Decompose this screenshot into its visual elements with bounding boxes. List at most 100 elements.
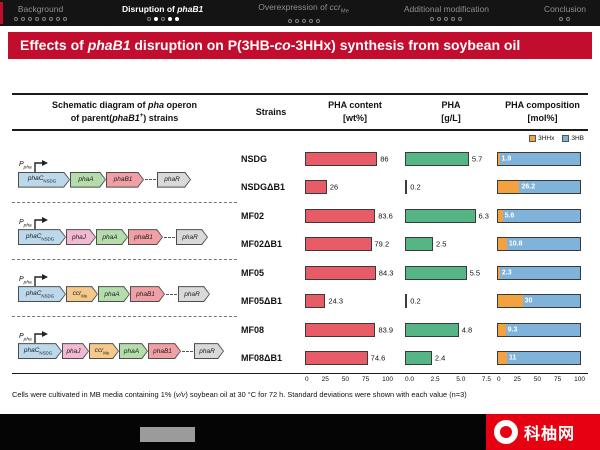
promoter: Ppha: [19, 216, 237, 230]
legend-swatch: [562, 135, 570, 143]
strain-row: MF05ΔB1 24.3 0.2 30: [237, 287, 588, 316]
strain-row: MF02 83.6 6.3 5.6: [237, 202, 588, 231]
progress-dot: [458, 16, 463, 21]
legend-label: 3HB: [571, 135, 584, 143]
hhx-fraction-value: 11: [509, 354, 517, 362]
gene-arrow: phaA: [70, 172, 106, 188]
pha-content-value: 74.6: [370, 353, 386, 363]
progress-dot: [49, 16, 53, 21]
progress-dot: [174, 16, 179, 21]
gene-label: phaB1: [113, 176, 133, 184]
nav-progress-dots: [287, 18, 320, 23]
pha-content-value: 83.6: [378, 211, 393, 221]
pha-content-bar: [305, 208, 376, 223]
pha-content-bar: [305, 294, 326, 309]
promoter-arrow-icon: [33, 330, 49, 344]
gene-label: ccrMe: [72, 289, 88, 299]
table-header: Schematic diagram of pha operon of paren…: [12, 93, 588, 131]
composition-bar: [497, 208, 581, 223]
axis-tick-label: 5.0: [456, 375, 466, 383]
gene-arrow: phaJ: [66, 229, 96, 245]
nav-section-1[interactable]: Disruption of phaB1: [122, 5, 203, 21]
gene-label: phaB1: [136, 290, 155, 298]
operon-group-1: Ppha phaCNSDG phaJ phaA phaB1 phaR MF02 83.6 6.3…: [12, 201, 588, 259]
pha-titer-bar: [405, 322, 459, 337]
header-schematic: Schematic diagram of pha operon of paren…: [12, 99, 237, 124]
bottom-bar: 科柚网: [0, 414, 600, 450]
axis-tick-label: 25: [513, 375, 521, 383]
pha-titer-chart: 5.5: [405, 265, 497, 280]
promoter-arrow-icon: [33, 273, 49, 287]
header-pha-composition: PHA composition [mol%]: [505, 100, 580, 123]
progress-dot: [167, 16, 172, 21]
gene-label: ccrMe: [94, 346, 110, 356]
gene-label: phaCNSDG: [25, 289, 55, 299]
axis-pha-composition: 0 25 50 75 100: [497, 376, 585, 383]
pha-content-bar: [305, 237, 372, 252]
composition-legend: 3HHx 3HB: [12, 131, 588, 145]
promoter-label: Ppha: [19, 275, 32, 286]
axis-tick-label: 75: [361, 375, 370, 383]
promoter: Ppha: [19, 159, 237, 172]
nav-section-3[interactable]: Additional modification: [404, 5, 489, 21]
pha-content-chart: 84.3: [305, 265, 405, 280]
pha-content-value: 24.3: [328, 296, 344, 306]
hb-segment: [522, 295, 580, 308]
nav-section-0[interactable]: Background: [14, 5, 67, 21]
gene-label: phaCNSDG: [23, 346, 53, 356]
pha-content-chart: 79.2: [305, 237, 405, 252]
nav-section-2[interactable]: Overexpression of ccrMe: [258, 3, 349, 23]
hb-segment: [505, 323, 580, 336]
nav-items: Background Disruption of phaB1 Overexpress…: [8, 3, 592, 23]
progress-dot: [430, 16, 435, 21]
pha-titer-chart: 2.5: [405, 237, 497, 252]
pha-titer-value: 2.5: [436, 239, 447, 249]
strain-name: MF02ΔB1: [241, 239, 282, 250]
header-pha-content: PHA content [wt%]: [328, 100, 382, 123]
operon-schematic: Ppha phaCNSDG phaJ ccrMe phaA phaB1 phaR: [12, 315, 237, 373]
progress-dot: [308, 18, 313, 23]
operon-group-3: Ppha phaCNSDG phaJ ccrMe phaA phaB1 phaR MF08 83…: [12, 315, 588, 373]
nav-progress-dots: [14, 16, 67, 21]
legend-item: 3HB: [562, 135, 584, 143]
pha-titer-value: 5.5: [469, 268, 481, 278]
nav-progress-dots: [430, 16, 463, 21]
composition-chart: 2.3: [497, 265, 588, 280]
gene-row: phaCNSDG ccrMe phaA phaB1 phaR: [18, 286, 237, 302]
composition-bar: [497, 351, 581, 366]
player-control[interactable]: [140, 427, 195, 442]
pha-titer-bar: [405, 151, 469, 166]
composition-chart: 11: [497, 351, 588, 366]
hhx-segment: [498, 238, 507, 251]
axis-tick-label: 75: [553, 375, 562, 383]
gene-label: phaCNSDG: [25, 232, 55, 242]
pha-content-bar: [305, 151, 378, 166]
composition-chart: 1.9: [497, 151, 588, 166]
pha-titer-bar: [405, 265, 467, 280]
pha-content-value: 84.3: [378, 268, 394, 278]
pha-titer-chart: 5.7: [405, 151, 497, 166]
operon-gap-dash: [166, 293, 177, 295]
progress-dot: [14, 16, 18, 21]
pha-titer-value: 6.3: [478, 211, 489, 221]
promoter-label: Ppha: [19, 332, 32, 343]
promoter-arrow-icon: [33, 216, 49, 230]
brand-logo-icon: [494, 420, 518, 444]
pha-titer-chart: 6.3: [405, 208, 497, 223]
strain-name: NSDGΔB1: [241, 182, 285, 193]
page-title: Effects of phaB1 disruption on P(3HB-co-…: [8, 32, 592, 60]
axis-tick-label: 0.0: [405, 375, 415, 383]
pha-titer-chart: 0.2: [405, 294, 497, 309]
progress-dot: [153, 16, 158, 21]
gene-label: phaB1: [134, 233, 153, 241]
strain-row: MF08ΔB1 74.6 2.4 11: [237, 344, 588, 373]
gene-row: phaCNSDG phaJ ccrMe phaA phaB1 phaR: [18, 343, 237, 359]
progress-dot: [451, 16, 456, 21]
gene-label: phaR: [199, 347, 215, 355]
composition-chart: 30: [497, 294, 588, 309]
pha-titer-bar: [405, 351, 432, 366]
axis-pha-content: 0 25 50 75 100: [305, 376, 393, 383]
table-body: Ppha phaCNSDG phaA phaB1 phaR NSDG 86 5.7 1.9 NSD…: [12, 145, 588, 374]
nav-section-4[interactable]: Conclusion: [544, 5, 586, 21]
